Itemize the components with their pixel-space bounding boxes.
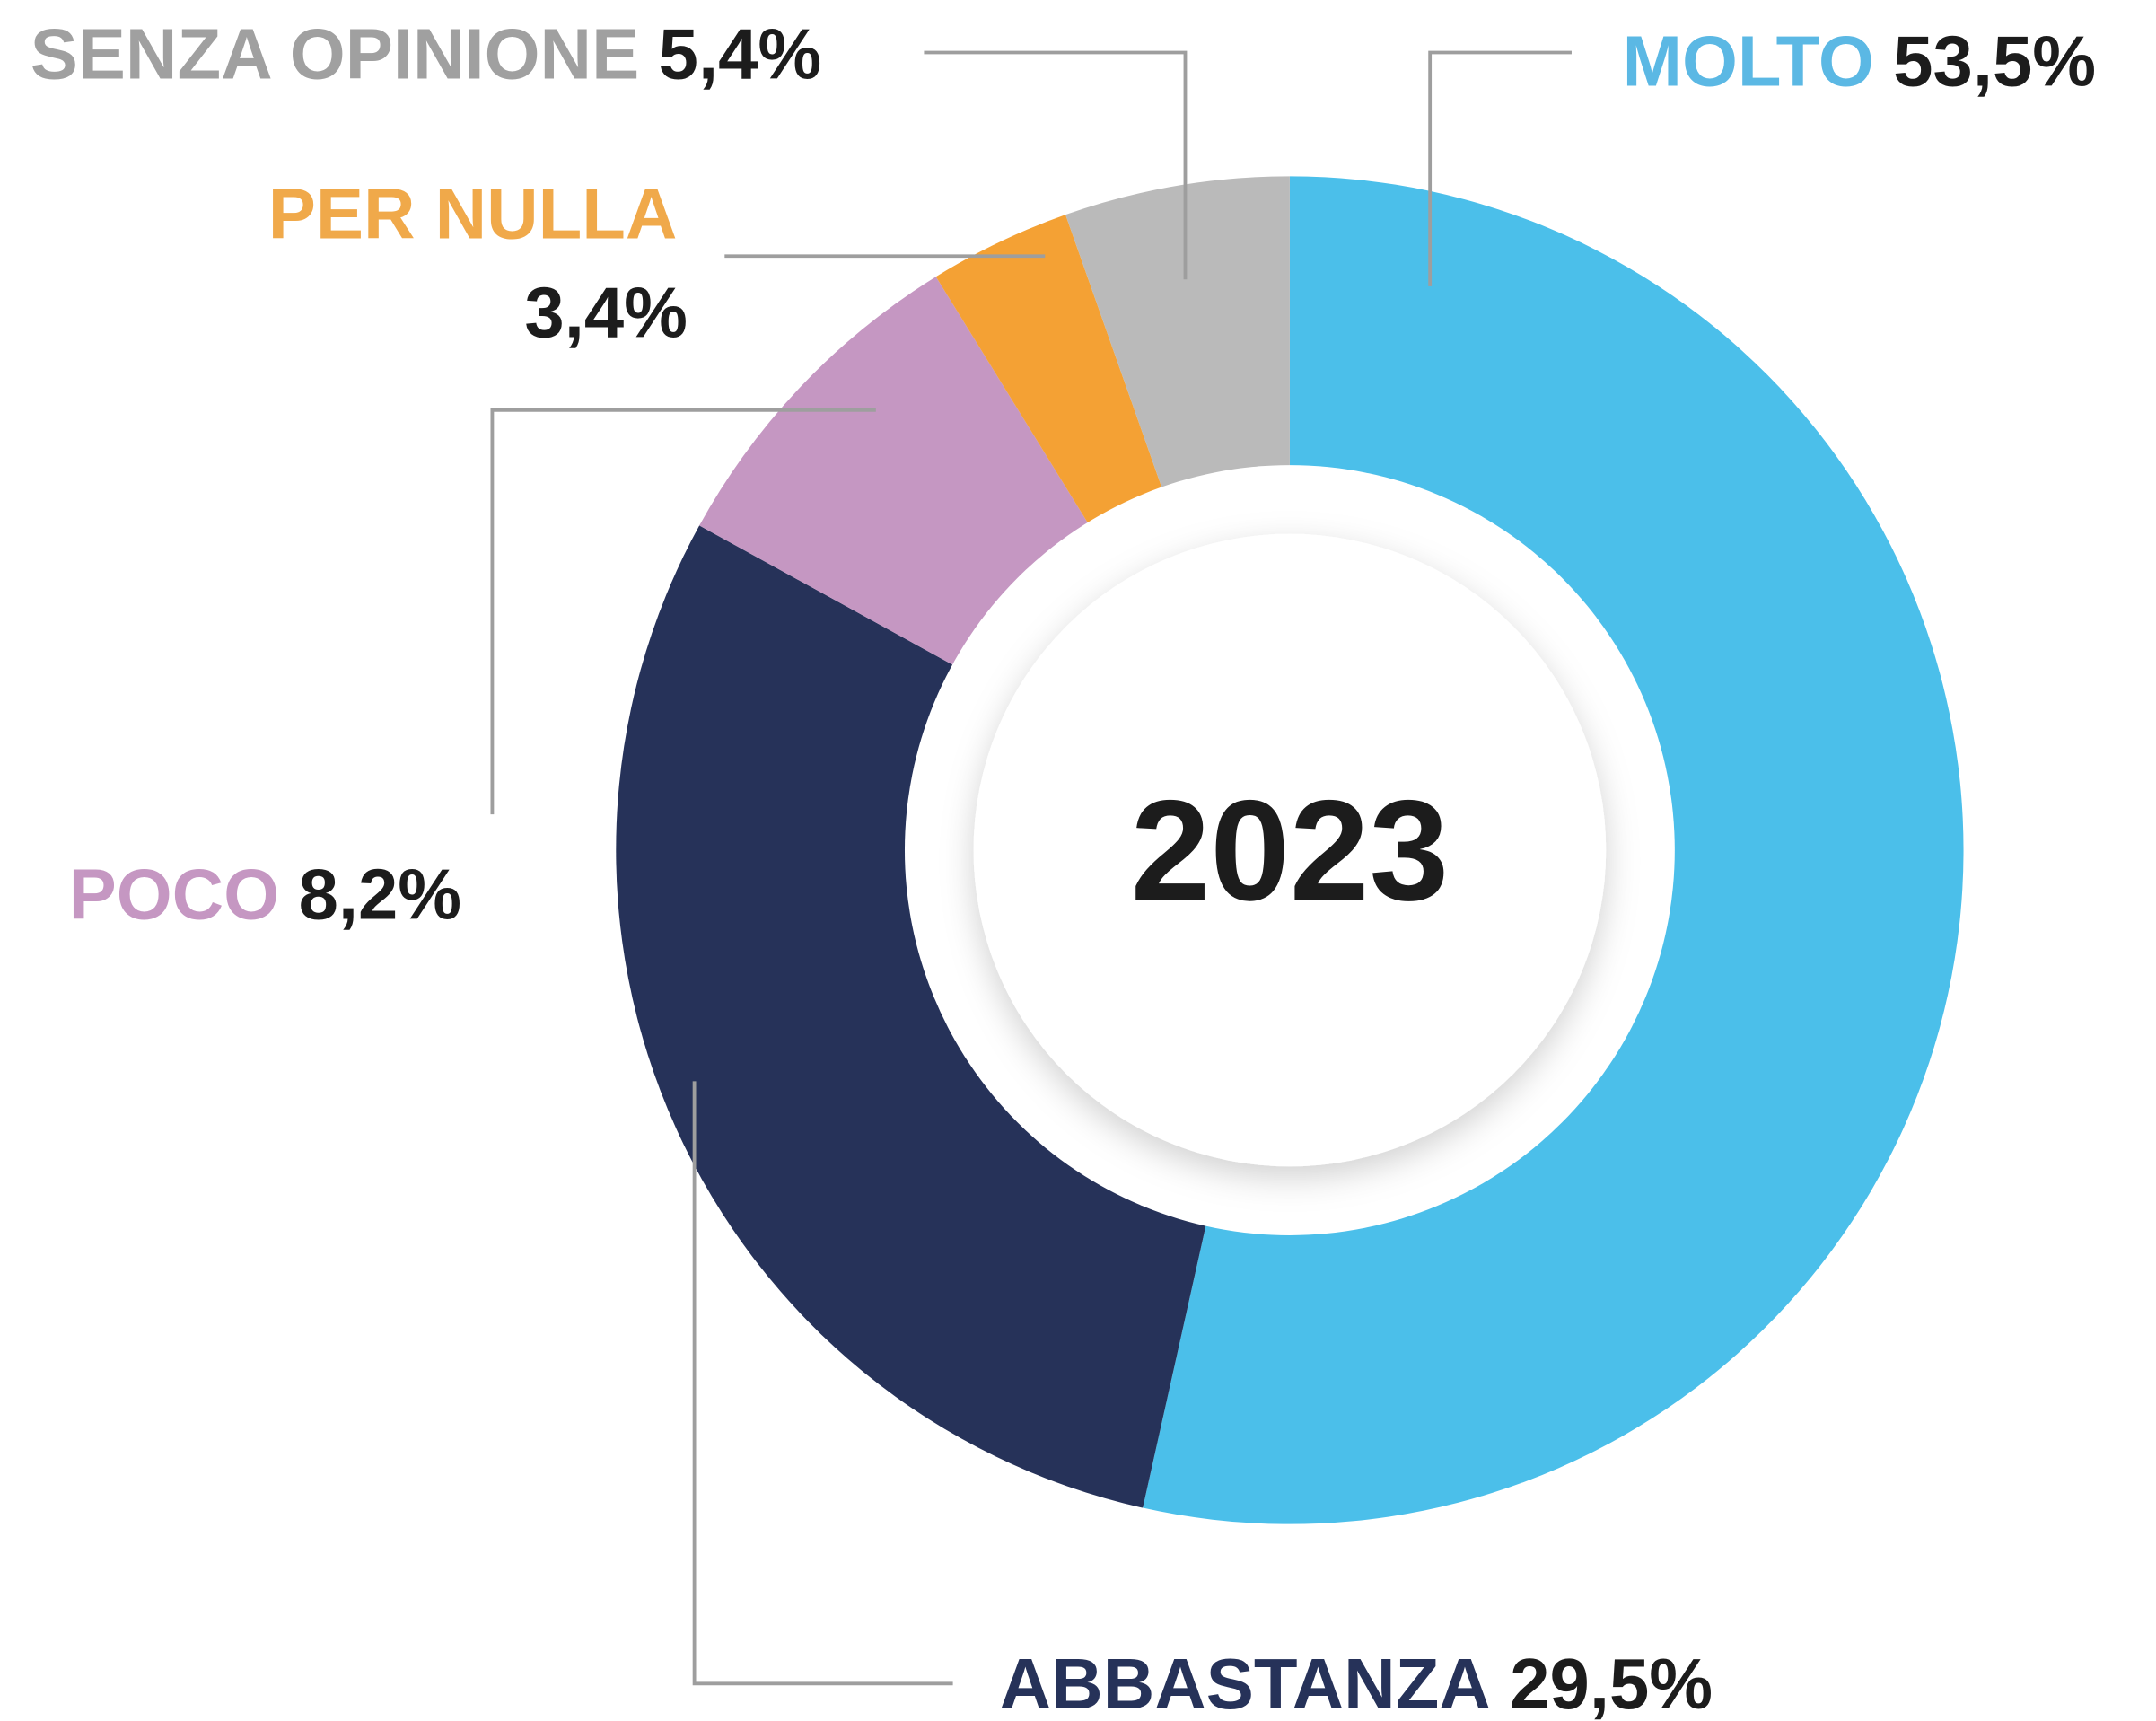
leader-line xyxy=(924,50,1188,280)
category-label: POCO xyxy=(69,855,280,935)
leader-line xyxy=(1428,50,1572,286)
slice-label: ABBASTANZA 29,5% xyxy=(1000,1644,1713,1721)
leader-lines xyxy=(490,50,1572,1686)
category-label: ABBASTANZA xyxy=(1000,1644,1491,1721)
value-label: 5,4% xyxy=(659,14,822,94)
labels: MOLTO 53,5% ABBASTANZA 29,5% POCO 8,2% PER NUL… xyxy=(31,14,2096,1721)
value-label: 53,5% xyxy=(1893,21,2096,101)
slice-label: MOLTO 53,5% xyxy=(1623,21,2096,101)
leader-line xyxy=(692,1081,953,1686)
category-label: PER NULLA xyxy=(268,173,678,253)
leader-line xyxy=(490,408,876,815)
value-label: 3,4% xyxy=(524,273,688,353)
category-label: MOLTO xyxy=(1623,21,1874,101)
category-label: SENZA OPINIONE xyxy=(31,14,640,94)
slice-label: SENZA OPINIONE 5,4% xyxy=(31,14,821,94)
value-label: 8,2% xyxy=(299,855,462,935)
center-label: 2023 xyxy=(1131,770,1449,930)
center-disc xyxy=(973,533,1607,1167)
slice-label: POCO 8,2% xyxy=(69,855,462,935)
value-label: 29,5% xyxy=(1510,1644,1713,1721)
